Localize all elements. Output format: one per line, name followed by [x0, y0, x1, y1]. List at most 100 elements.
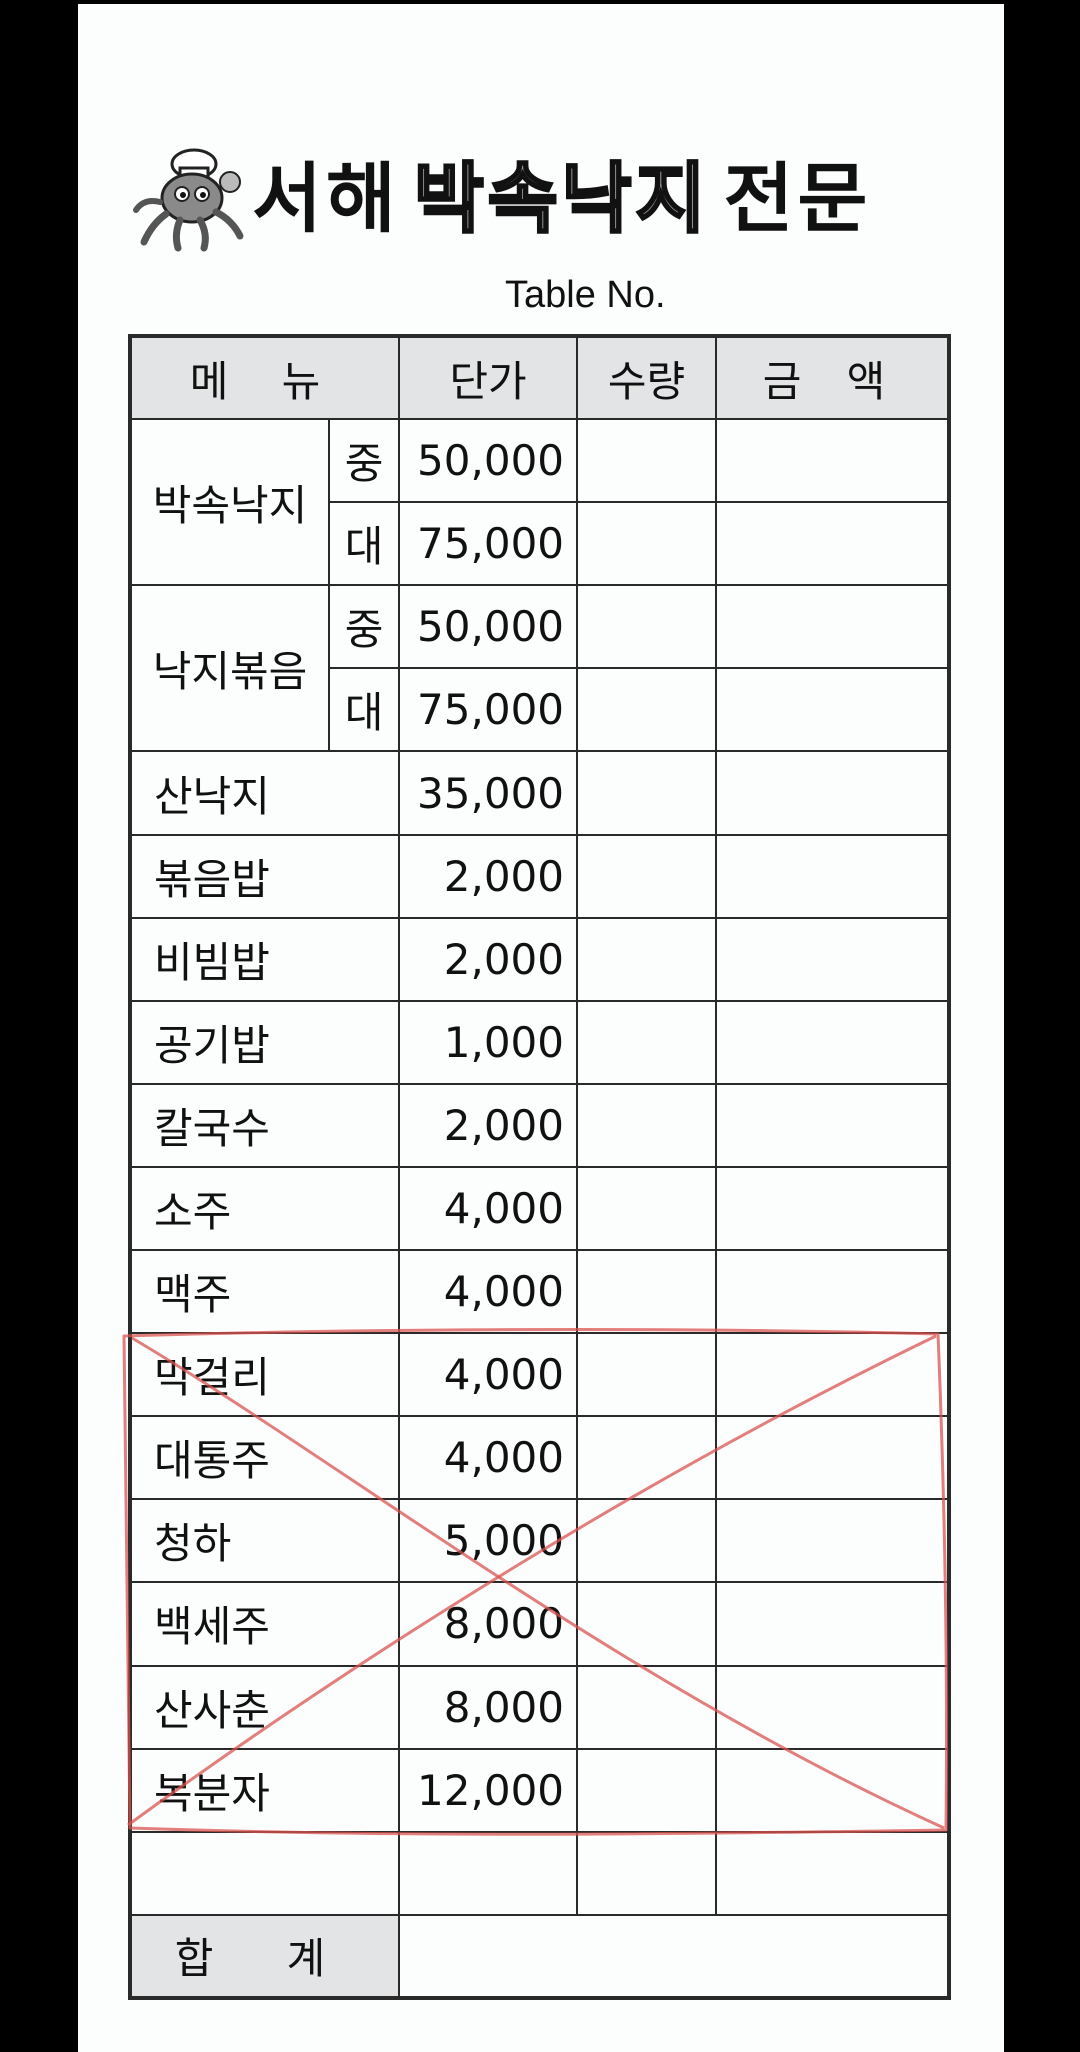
menu-item-size: 대: [327, 501, 401, 587]
menu-item-price: 4,000: [398, 1332, 579, 1418]
amount-cell[interactable]: [715, 667, 951, 753]
quantity-cell[interactable]: [576, 584, 718, 670]
table-row: 산사춘 8,000: [128, 1664, 951, 1750]
amount-cell[interactable]: [715, 750, 951, 836]
table-row: 볶음밥 2,000: [128, 833, 951, 919]
amount-cell[interactable]: [715, 1664, 951, 1750]
quantity-cell[interactable]: [576, 1249, 718, 1335]
column-header-unit-price: 단가: [398, 334, 579, 421]
title-part-dish: 박속낙지: [412, 153, 710, 245]
menu-item-name: 비빔밥: [128, 916, 401, 1002]
table-number-label: Table No.: [505, 274, 666, 316]
amount-cell[interactable]: [715, 418, 951, 504]
table-row: 맥주 4,000: [128, 1249, 951, 1335]
restaurant-header: 서해 박속낙지 전문: [130, 148, 950, 252]
total-amount-cell[interactable]: [398, 1913, 951, 2000]
amount-cell[interactable]: [715, 999, 951, 1085]
table-row: 대 75,000: [130, 501, 951, 587]
menu-item-name: 소주: [128, 1165, 401, 1252]
blank-price-cell[interactable]: [398, 1830, 579, 1916]
amount-cell[interactable]: [715, 1165, 951, 1252]
menu-item-price: 5,000: [398, 1498, 579, 1584]
table-row: 복분자 12,000: [128, 1747, 951, 1833]
menu-item-name: 산낙지: [128, 750, 401, 836]
menu-item-name: 백세주: [128, 1581, 401, 1667]
total-label: 합 계: [128, 1913, 401, 2000]
menu-item-price: 2,000: [398, 916, 579, 1002]
menu-item-price: 1,000: [398, 999, 579, 1085]
table-row: 칼국수 2,000: [128, 1082, 951, 1168]
table-row: 낙지볶음 중 50,000: [129, 584, 951, 753]
menu-item-price: 50,000: [398, 418, 579, 504]
column-header-amount: 금 액: [715, 334, 951, 421]
quantity-cell[interactable]: [576, 1082, 718, 1168]
menu-item-price: 2,000: [398, 1082, 579, 1168]
total-row: 합 계: [128, 1913, 951, 2000]
menu-item-name: 박속낙지: [129, 418, 330, 587]
column-header-menu: 메 뉴: [128, 334, 401, 421]
menu-item-price: 8,000: [398, 1664, 579, 1750]
menu-item-price: 75,000: [398, 667, 579, 753]
quantity-cell[interactable]: [576, 1664, 718, 1750]
table-row: 박속낙지 중 50,000: [129, 418, 951, 587]
amount-cell[interactable]: [715, 916, 951, 1002]
octopus-chef-icon: [133, 148, 244, 252]
table-row: 공기밥 1,000: [128, 999, 951, 1085]
amount-cell[interactable]: [715, 1498, 951, 1584]
menu-item-price: 4,000: [398, 1165, 579, 1252]
amount-cell[interactable]: [715, 1415, 951, 1501]
menu-item-name: 막걸리: [128, 1332, 401, 1418]
menu-item-size: 중: [327, 418, 401, 504]
menu-item-name: 산사춘: [128, 1664, 401, 1750]
quantity-cell[interactable]: [576, 833, 718, 919]
amount-cell[interactable]: [715, 1249, 951, 1335]
quantity-cell[interactable]: [576, 1830, 718, 1916]
quantity-cell[interactable]: [576, 999, 718, 1085]
menu-item-name: 공기밥: [128, 999, 401, 1085]
quantity-cell[interactable]: [576, 916, 718, 1002]
menu-order-table: 메 뉴 단가 수량 금 액 박속낙지 중 50,000 대 75,000 낙지볶…: [128, 334, 952, 2000]
column-header-quantity: 수량: [576, 334, 718, 421]
title-part-region: 서해: [252, 154, 400, 243]
table-row: 대 75,000: [130, 667, 951, 753]
quantity-cell[interactable]: [576, 501, 718, 587]
menu-item-name: 청하: [128, 1498, 401, 1584]
amount-cell[interactable]: [715, 1082, 951, 1168]
quantity-cell[interactable]: [576, 418, 718, 504]
quantity-cell[interactable]: [576, 667, 718, 753]
menu-item-name: 칼국수: [128, 1082, 401, 1168]
quantity-cell[interactable]: [576, 1415, 718, 1501]
menu-item-name: 낙지볶음: [129, 584, 330, 753]
amount-cell[interactable]: [715, 584, 951, 670]
quantity-cell[interactable]: [576, 1581, 718, 1667]
amount-cell[interactable]: [715, 833, 951, 919]
table-row: 대통주 4,000: [128, 1415, 951, 1501]
menu-item-price: 12,000: [398, 1747, 579, 1833]
amount-cell[interactable]: [715, 1830, 951, 1916]
menu-item-price: 50,000: [398, 584, 579, 670]
amount-cell[interactable]: [715, 1581, 951, 1667]
menu-item-name: 볶음밥: [128, 833, 401, 919]
menu-item-price: 8,000: [398, 1581, 579, 1667]
menu-item-size: 중: [327, 584, 401, 670]
amount-cell[interactable]: [715, 1747, 951, 1833]
quantity-cell[interactable]: [576, 1498, 718, 1584]
table-row: 청하 5,000: [128, 1498, 951, 1584]
quantity-cell[interactable]: [576, 750, 718, 836]
menu-item-price: 4,000: [398, 1249, 579, 1335]
menu-item-name: 맥주: [128, 1249, 401, 1335]
amount-cell[interactable]: [715, 501, 951, 587]
blank-menu-cell[interactable]: [128, 1830, 401, 1916]
quantity-cell[interactable]: [576, 1332, 718, 1418]
menu-item-name: 복분자: [128, 1747, 401, 1833]
header-row: 메 뉴 단가 수량 금 액: [128, 334, 951, 421]
menu-item-size: 대: [327, 667, 401, 753]
quantity-cell[interactable]: [576, 1747, 718, 1833]
menu-item-price: 35,000: [398, 750, 579, 836]
amount-cell[interactable]: [715, 1332, 951, 1418]
menu-item-name: 대통주: [128, 1415, 401, 1501]
quantity-cell[interactable]: [576, 1165, 718, 1252]
menu-item-price: 75,000: [398, 501, 579, 587]
title-part-specialty: 전문: [723, 154, 872, 243]
table-row: 산낙지 35,000: [128, 750, 951, 836]
